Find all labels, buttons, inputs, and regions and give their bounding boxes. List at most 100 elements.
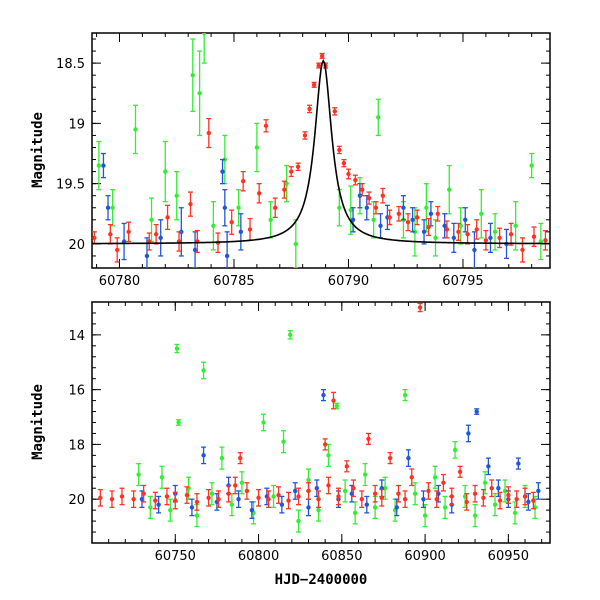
data-point-red	[464, 493, 470, 511]
data-point-green	[472, 504, 478, 528]
data-point-red	[165, 204, 171, 231]
data-point-red	[405, 213, 411, 232]
data-point-green	[190, 38, 196, 112]
data-point-green	[433, 219, 438, 257]
data-point-red	[232, 476, 238, 495]
data-point-green	[432, 465, 438, 489]
data-point-blue	[314, 479, 320, 498]
data-point-red	[229, 209, 235, 235]
data-point-red	[396, 205, 402, 222]
bottom-panel-frame	[91, 301, 551, 544]
data-point-blue	[364, 495, 370, 514]
data-point-red	[414, 209, 420, 226]
data-point-blue	[320, 388, 326, 402]
y-tick-label: 16	[68, 384, 85, 399]
data-point-blue	[224, 231, 230, 268]
data-point-red	[336, 145, 342, 155]
data-point-blue	[236, 490, 242, 509]
data-point-red	[352, 174, 358, 186]
data-point-blue	[105, 195, 111, 221]
data-point-green	[239, 471, 245, 495]
data-point-red	[272, 197, 278, 219]
data-point-red	[316, 490, 322, 509]
data-point-green	[271, 484, 277, 509]
data-point-blue	[350, 207, 356, 233]
data-point-green	[375, 98, 381, 137]
data-point-red	[302, 131, 308, 140]
x-tick-label: 60950	[488, 549, 529, 564]
data-point-blue	[100, 152, 106, 179]
bottom-panel: 60750 60800 60850 60900 60950 14 16 18 20 Magnit…	[30, 301, 551, 588]
y-tick-label: 19.5	[56, 178, 85, 193]
data-point-red	[126, 221, 132, 243]
data-point-green	[254, 122, 260, 173]
data-point-red	[296, 487, 302, 506]
data-point-blue	[156, 495, 162, 514]
data-point-green	[325, 443, 331, 467]
data-point-red	[131, 490, 137, 509]
data-point-red	[514, 490, 520, 509]
data-point-red	[97, 488, 103, 507]
data-point-red	[237, 451, 243, 465]
plot-area	[92, 33, 550, 268]
data-point-red	[508, 222, 514, 246]
data-point-blue	[525, 493, 531, 511]
data-point-green	[287, 330, 293, 340]
data-point-red	[295, 162, 301, 172]
data-point-red	[109, 490, 115, 509]
data-point-blue	[487, 222, 493, 253]
data-point-red	[359, 490, 365, 509]
y-tick-label: 14	[68, 329, 85, 344]
data-point-green	[167, 498, 173, 522]
data-point-red	[152, 491, 158, 510]
data-point-red	[457, 465, 463, 478]
top-panel-ylabel: Magnitude	[30, 112, 46, 188]
data-point-red	[319, 52, 325, 59]
data-point-green	[136, 462, 142, 487]
data-point-green	[422, 504, 428, 528]
data-point-red	[184, 486, 190, 504]
data-point-red	[387, 209, 393, 226]
data-point-green	[452, 441, 458, 459]
data-point-green	[446, 164, 452, 215]
data-point-red	[520, 237, 526, 263]
data-point-blue	[292, 482, 298, 500]
data-point-green	[281, 430, 287, 454]
y-tick-label: 18	[68, 438, 85, 453]
data-point-red	[256, 182, 262, 204]
data-point-blue	[189, 498, 195, 517]
data-point-blue	[220, 158, 226, 185]
data-point-green	[133, 104, 139, 155]
data-point-red	[365, 432, 371, 446]
data-point-red	[425, 482, 431, 500]
data-point-red	[141, 484, 147, 503]
data-point-green	[162, 140, 168, 203]
data-point-green	[174, 170, 180, 221]
data-point-red	[350, 479, 356, 498]
data-point-red	[244, 482, 250, 500]
data-point-red	[497, 227, 503, 249]
data-point-red	[330, 391, 336, 410]
data-point-green	[442, 495, 448, 520]
data-point-blue	[410, 207, 416, 233]
bottom-panel-ylabel: Magnitude	[30, 384, 46, 460]
y-tick-label: 18.5	[56, 57, 85, 72]
data-point-red	[226, 484, 232, 503]
data-point-red	[341, 158, 347, 168]
data-point-green	[149, 197, 155, 243]
data-point-blue	[222, 189, 228, 227]
data-point-green	[174, 343, 180, 354]
data-point-red	[307, 104, 313, 114]
data-point-red	[276, 486, 282, 504]
data-point-blue	[158, 219, 164, 257]
data-point-red	[119, 487, 125, 506]
data-point-red	[444, 220, 450, 239]
data-point-red	[288, 166, 294, 178]
data-point-red	[187, 191, 193, 217]
data-point-red	[497, 491, 503, 510]
data-point-blue	[364, 195, 370, 221]
data-point-green	[538, 222, 544, 261]
data-point-red	[489, 479, 495, 498]
data-point-red	[480, 488, 486, 507]
